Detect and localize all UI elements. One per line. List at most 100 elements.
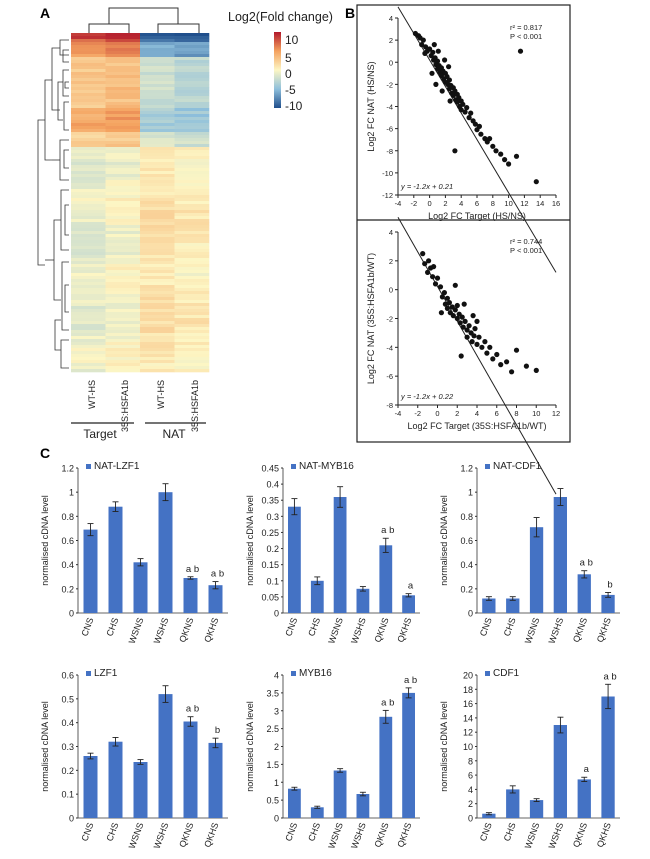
heatmap-cell [105, 111, 141, 115]
heatmap-cell [140, 363, 175, 367]
heatmap-cell [105, 210, 141, 214]
x-tick-label: CNS [283, 616, 299, 637]
regression-equation: y = -1.2x + 0.22 [400, 392, 454, 401]
y-tick-label: 2 [274, 742, 279, 752]
x-tick-label: QKNS [571, 616, 589, 643]
x-tick-label: QKHS [395, 821, 413, 848]
heatmap-cell [174, 36, 210, 40]
heatmap-cell [140, 192, 175, 196]
y-tick-label: 16 [463, 699, 473, 709]
data-point [476, 334, 482, 340]
heatmap-cell [71, 36, 106, 40]
heatmap-cell [71, 111, 106, 115]
y-axis-title: normalised cDNA level [439, 495, 449, 586]
heatmap-cell [174, 141, 210, 145]
heatmap-cell [140, 60, 175, 64]
x-tick-label: CHS [104, 821, 120, 842]
heatmap-cell [105, 216, 141, 220]
heatmap-cell [174, 288, 210, 292]
bar [482, 598, 496, 613]
heatmap-cell [105, 72, 141, 76]
heatmap-cell [105, 144, 141, 148]
data-point [452, 307, 458, 313]
heatmap-cell [71, 255, 106, 259]
heatmap-cell [71, 51, 106, 55]
bar [553, 497, 567, 613]
row-dendrogram [37, 39, 69, 369]
bar [577, 779, 591, 818]
heatmap-cell [174, 198, 210, 202]
x-tick-label: -4 [395, 199, 402, 208]
heatmap-cell [140, 327, 175, 331]
heatmap-cell [140, 360, 175, 364]
x-tick-label: CHS [502, 616, 518, 637]
group-label-nat: NAT [162, 427, 186, 441]
heatmap-cell [105, 219, 141, 223]
y-tick-label: 0.2 [61, 766, 74, 776]
y-tick-label: 6 [468, 771, 473, 781]
bar [402, 595, 415, 613]
heatmap-cell [174, 270, 210, 274]
x-tick-label: CHS [306, 821, 322, 842]
heatmap-cell [71, 159, 106, 163]
heatmap-cell [71, 207, 106, 211]
x-tick-label: WSNS [127, 616, 146, 645]
heatmap-cell [140, 330, 175, 334]
heatmap-cell [105, 264, 141, 268]
data-point [523, 363, 530, 369]
heatmap-cell [71, 129, 106, 133]
y-axis-title: normalised cDNA level [40, 701, 50, 792]
heatmap-cell [174, 135, 210, 139]
heatmap-cell [174, 171, 210, 175]
x-tick-label: 8 [491, 199, 495, 208]
legend-label: NAT-LZF1 [94, 461, 140, 472]
heatmap-cell [174, 300, 210, 304]
heatmap-cell [174, 189, 210, 193]
heatmap-cell [140, 90, 175, 94]
bar [133, 562, 148, 614]
heatmap-cell [140, 339, 175, 343]
heatmap-cell [71, 120, 106, 124]
legend-label: CDF1 [493, 668, 520, 679]
bar [333, 497, 347, 613]
y-tick-label: 1.2 [61, 464, 74, 474]
y-tick-label: 3.5 [266, 688, 279, 698]
heatmap-cell [105, 99, 141, 103]
y-tick-label: 0 [274, 814, 279, 824]
heatmap-cell [105, 297, 141, 301]
bar [183, 578, 198, 613]
data-point [431, 264, 437, 270]
x-tick-label: QKHS [595, 821, 613, 848]
heatmap-cell [105, 315, 141, 319]
heatmap-cell [71, 348, 106, 352]
x-tick-label: CNS [79, 616, 95, 637]
heatmap-cell [174, 165, 210, 169]
y-tick-label: 0 [389, 58, 393, 67]
heatmap-cell [174, 282, 210, 286]
heatmap-cell [140, 111, 175, 115]
heatmap-cell [140, 258, 175, 262]
heatmap-cell [71, 93, 106, 97]
heatmap-cell [174, 267, 210, 271]
heatmap-cell [105, 93, 141, 97]
heatmap-cell [71, 168, 106, 172]
heatmap-cell [71, 81, 106, 85]
heatmap-cell [174, 117, 210, 121]
bar [288, 788, 301, 818]
heatmap-cell [174, 279, 210, 283]
heatmap-cell [140, 108, 175, 112]
heatmap-cell [71, 54, 106, 58]
heatmap-cell [174, 345, 210, 349]
heatmap-cell [140, 315, 175, 319]
heatmap-cell [105, 117, 141, 121]
data-point [437, 284, 444, 290]
heatmap-cell [105, 222, 141, 226]
heatmap-cell [140, 120, 175, 124]
heatmap-cell [140, 42, 175, 46]
heatmap-cell [105, 153, 141, 157]
heatmap-cell [174, 126, 210, 130]
x-tick-label: WSHS [349, 821, 368, 850]
heatmap-cell [105, 63, 141, 67]
y-tick-label: 0 [389, 286, 393, 295]
heatmap-cell [140, 276, 175, 280]
